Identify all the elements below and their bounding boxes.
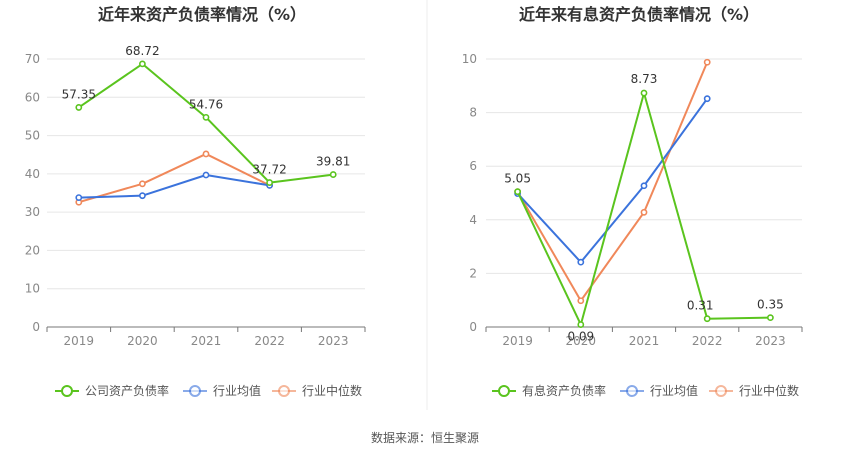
- legend-item-2: 行业均值: [183, 383, 261, 398]
- legend-label: 行业中位数: [739, 383, 799, 398]
- legend-label: 有息资产负债率: [522, 383, 606, 398]
- data-point: [640, 182, 648, 190]
- chart-panel-1: 近年来资产负债率情况（%） 0 10 20 30 40 50 60 70 2019 2020 2021…: [25, 5, 366, 398]
- y-tick-label: 10: [25, 282, 40, 296]
- data-label: 57.35: [62, 87, 96, 101]
- legend-item-3: 行业中位数: [272, 383, 362, 398]
- x-tick-label: 2022: [692, 334, 723, 348]
- data-point: [138, 180, 146, 188]
- data-label: 54.76: [189, 97, 223, 111]
- legend-marker-icon: [715, 385, 727, 397]
- legend-marker-icon: [189, 385, 201, 397]
- x-tick-label: 2023: [755, 334, 786, 348]
- y-tick-label: 10: [462, 52, 477, 66]
- legend-item-2: 行业均值: [620, 383, 698, 398]
- data-label: 39.81: [316, 155, 350, 169]
- series-line-2: [78, 174, 270, 199]
- y-tick-label: 70: [25, 52, 40, 66]
- x-tick-label: 2020: [566, 334, 597, 348]
- legend-item-1: 公司资产负债率: [55, 383, 169, 398]
- data-point: [202, 113, 210, 121]
- data-point: [202, 171, 210, 179]
- legend-item-3: 行业中位数: [709, 383, 799, 398]
- chart-panel-2: 近年来有息资产负债率情况（%） 0 2 4 6 8 10 2019 2020 2021 2022 20…: [462, 5, 803, 398]
- data-point: [577, 258, 585, 266]
- data-label: 0.09: [567, 330, 594, 344]
- data-label: 0.31: [687, 299, 714, 313]
- legend-item-1: 有息资产负债率: [492, 383, 606, 398]
- legend-label: 公司资产负债率: [85, 383, 169, 398]
- data-point: [266, 179, 273, 186]
- series-line-1: [78, 62, 334, 184]
- legend-marker-icon: [278, 385, 290, 397]
- legend-label: 行业均值: [650, 383, 698, 398]
- data-point: [703, 315, 711, 323]
- legend-marker-icon: [61, 385, 73, 397]
- chart-title: 近年来有息资产负债率情况（%）: [519, 5, 759, 24]
- legend-label: 行业中位数: [302, 383, 362, 398]
- x-tick-label: 2022: [254, 334, 285, 348]
- data-point: [577, 297, 585, 305]
- data-label: 68.72: [125, 44, 159, 58]
- series-line-2: [516, 98, 709, 264]
- y-tick-label: 0: [32, 320, 40, 334]
- chart-title: 近年来资产负债率情况（%）: [98, 5, 306, 24]
- y-tick-label: 40: [25, 167, 40, 181]
- y-tick-label: 20: [25, 243, 40, 257]
- x-tick-label: 2021: [629, 334, 660, 348]
- y-tick-label: 8: [469, 106, 477, 120]
- data-point: [640, 89, 648, 97]
- x-tick-label: 2021: [191, 334, 222, 348]
- y-tick-label: 60: [25, 90, 40, 104]
- y-tick-label: 0: [469, 320, 477, 334]
- series-line-3: [516, 61, 709, 302]
- legend-marker-icon: [626, 385, 638, 397]
- source-note: 数据来源：恒生聚源: [371, 430, 479, 445]
- data-point: [703, 58, 711, 66]
- data-point: [640, 208, 648, 216]
- data-point: [703, 95, 711, 103]
- y-tick-label: 50: [25, 129, 40, 143]
- series-line-1: [516, 92, 771, 326]
- y-tick-label: 6: [469, 159, 477, 173]
- data-label: 8.73: [631, 72, 658, 86]
- x-tick-label: 2019: [64, 334, 95, 348]
- y-tick-label: 30: [25, 205, 40, 219]
- data-point: [138, 192, 146, 200]
- y-tick-label: 2: [469, 266, 477, 280]
- legend-label: 行业均值: [213, 383, 261, 398]
- legend-marker-icon: [498, 385, 510, 397]
- x-tick-label: 2020: [127, 334, 158, 348]
- x-tick-label: 2019: [502, 334, 533, 348]
- data-point: [138, 60, 146, 68]
- data-point: [75, 194, 83, 201]
- data-label: 37.72: [252, 163, 286, 177]
- data-label: 0.35: [757, 298, 784, 312]
- series-line-3: [78, 152, 271, 204]
- x-tick-label: 2023: [318, 334, 349, 348]
- data-point: [577, 321, 585, 328]
- data-point: [514, 188, 521, 196]
- data-point: [75, 104, 83, 111]
- data-label: 5.05: [504, 172, 531, 186]
- data-point: [767, 314, 774, 322]
- y-tick-label: 4: [469, 213, 477, 227]
- data-point: [202, 150, 210, 158]
- data-point: [329, 171, 337, 178]
